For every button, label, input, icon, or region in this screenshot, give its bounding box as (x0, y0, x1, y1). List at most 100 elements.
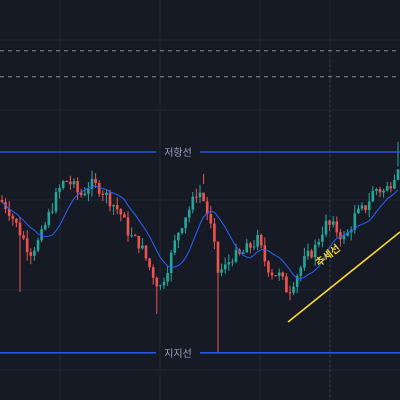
candle-up (342, 231, 346, 244)
candle-down (22, 231, 25, 240)
candle-up (382, 188, 385, 198)
candle-body (256, 235, 259, 247)
candle-body (22, 235, 25, 239)
candle-up (90, 170, 94, 197)
candle-body (169, 252, 173, 274)
candle-down (155, 276, 159, 314)
candle-up (177, 232, 180, 249)
candle-body (173, 240, 177, 253)
candle-down (274, 274, 277, 277)
candle-down (263, 237, 267, 267)
candle-body (339, 232, 342, 240)
candle-up (234, 243, 238, 264)
candle-body (162, 281, 166, 286)
candle-body (119, 209, 123, 215)
candle-body (331, 221, 335, 225)
candle-body (267, 261, 270, 273)
candles (0, 142, 400, 352)
candle-down (270, 268, 274, 280)
candle-up (306, 243, 310, 260)
candle-body (101, 193, 105, 196)
candle-up (141, 238, 144, 250)
candle-down (205, 196, 209, 221)
candle-body (159, 285, 162, 287)
candle-up (360, 202, 364, 211)
candle-down (259, 233, 263, 249)
candle-body (115, 205, 119, 210)
candle-body (144, 245, 148, 259)
candle-up (241, 249, 245, 254)
candle-down (126, 211, 130, 242)
candle-body (342, 235, 346, 240)
candle-body (151, 267, 155, 278)
candle-body (191, 196, 195, 210)
candle-up (371, 186, 375, 203)
candle-down (209, 205, 213, 229)
candle-body (371, 190, 375, 202)
candle-up (303, 247, 306, 271)
candle-down (267, 260, 270, 277)
candle-down (378, 186, 382, 198)
candle-body (40, 229, 43, 241)
candle-up (357, 204, 360, 214)
candle-down (148, 257, 151, 271)
candle-body (234, 249, 238, 262)
candle-body (205, 201, 209, 214)
trendline-label: 추세선 (313, 242, 343, 269)
candle-body (385, 186, 389, 191)
candle-down (339, 228, 342, 247)
candle-body (61, 181, 65, 188)
candle-down (123, 211, 126, 218)
candle-body (328, 220, 331, 225)
candle-up (173, 234, 177, 256)
candle-up (184, 217, 187, 234)
candle-body (288, 292, 292, 294)
candle-down (79, 188, 83, 198)
candle-body (187, 209, 191, 218)
candle-body (105, 192, 108, 196)
candle-down (76, 177, 79, 200)
candle-down (285, 273, 288, 293)
candle-up (252, 240, 256, 251)
candle-down (25, 230, 29, 261)
candle-up (180, 227, 184, 235)
candle-body (274, 275, 277, 277)
candle-body (0, 200, 4, 203)
candle-body (47, 211, 51, 225)
candle-down (101, 190, 105, 202)
candle-up (187, 206, 191, 223)
candle-body (382, 190, 385, 193)
candle-down (94, 173, 97, 188)
candle-down (213, 217, 216, 250)
candle-body (54, 192, 58, 212)
candle-up (277, 268, 281, 281)
candle-body (83, 193, 87, 196)
candle-up (393, 174, 396, 190)
candle-body (177, 232, 180, 241)
candle-body (321, 234, 324, 242)
candle-body (90, 178, 94, 189)
candle-down (389, 181, 393, 193)
candle-up (321, 226, 324, 248)
candle-down (281, 271, 285, 281)
candle-body (285, 276, 288, 293)
support: 지지선 (0, 348, 400, 360)
candle-body (375, 189, 378, 191)
candle-up (162, 277, 166, 289)
candle-up (166, 266, 169, 286)
candle-body (213, 223, 216, 242)
candle-body (65, 181, 69, 183)
candle-up (87, 182, 90, 202)
candle-body (270, 272, 274, 276)
candle-body (18, 222, 22, 236)
candle-body (324, 220, 328, 235)
candle-down (216, 241, 220, 352)
candle-body (198, 192, 202, 198)
candle-down (18, 216, 22, 292)
candle-body (87, 188, 90, 194)
candle-body (202, 192, 205, 202)
candle-body (69, 181, 72, 185)
candle-up (375, 187, 378, 196)
candle-body (263, 245, 267, 262)
candle-body (7, 208, 11, 216)
